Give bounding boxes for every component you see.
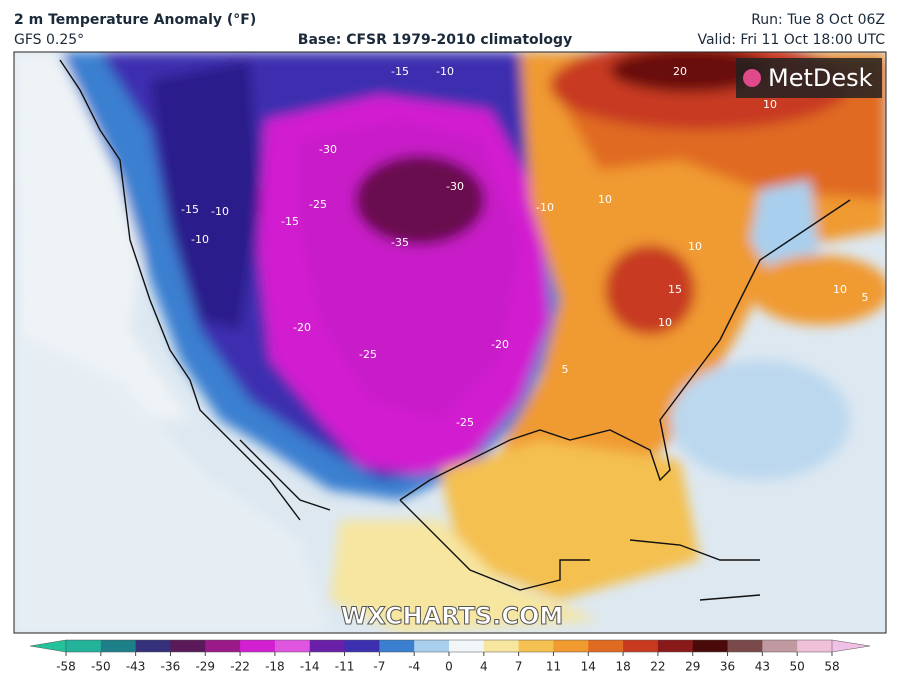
contour-label: -10 [211, 205, 229, 218]
contour-label: -25 [359, 348, 377, 361]
colorbar-segment [379, 640, 415, 652]
map: MetDesk WXCHARTS.COM -35 -30 -30 -25 -25 -20 -… [14, 52, 886, 633]
contour-label: 10 [598, 193, 612, 206]
colorbar-tick-label: 4 [480, 660, 488, 674]
contour-label: -25 [456, 416, 474, 429]
colorbar-tick-label: -18 [265, 660, 285, 674]
colorbar-segment [449, 640, 485, 652]
contour-label: -35 [391, 236, 409, 249]
contour-labels: -35-30-30-25-25-20-20-25-15-15-10-10-10-… [181, 65, 868, 429]
colorbar-tick-label: -36 [161, 660, 181, 674]
colorbar-segment [692, 640, 729, 652]
colorbar-tick-label: 36 [720, 660, 735, 674]
logo-icon [743, 69, 761, 87]
run: Run: Tue 8 Oct 06Z [751, 12, 885, 28]
colorbar-tick-label: 43 [755, 660, 770, 674]
colorbar: -58 -50 -43 -36 -29 -22 -18 -14 -11 -7 -4 0 4 7 11 14 18… [29, 639, 871, 674]
colorbar-tick-label: 18 [615, 660, 630, 674]
base: Base: CFSR 1979-2010 climatology [298, 32, 572, 48]
colorbar-segment [553, 640, 589, 652]
contour-label: -20 [293, 321, 311, 334]
colorbar-tick-label: 0 [445, 660, 453, 674]
contour-label: 10 [658, 316, 672, 329]
colorbar-segment [309, 640, 346, 652]
colorbar-tick-label: -11 [335, 660, 355, 674]
colorbar-segment [588, 640, 624, 652]
colorbar-segment [414, 640, 450, 652]
watermark: WXCHARTS.COM [341, 602, 563, 630]
contour-label: -20 [491, 338, 509, 351]
contour-label: -15 [181, 203, 199, 216]
colorbar-tick-label: -29 [195, 660, 215, 674]
coastlines [59, 59, 851, 601]
colorbar-segment [240, 640, 276, 652]
contour-label: -15 [281, 215, 299, 228]
colorbar-segment [623, 640, 659, 652]
colorbar-segment [66, 640, 102, 652]
colorbar-segment [483, 640, 520, 652]
contour-label: -15 [391, 65, 409, 78]
colorbar-segment [518, 640, 554, 652]
colorbar-tick-label: 7 [515, 660, 523, 674]
colorbar-tick-label: 14 [581, 660, 596, 674]
colorbar-tick-label: 58 [824, 660, 839, 674]
contour-label: 5 [562, 363, 569, 376]
contour-label: 20 [673, 65, 687, 78]
colorbar-tick-label: 22 [650, 660, 665, 674]
colorbar-high-end [831, 639, 871, 653]
contour-label: 5 [862, 291, 869, 304]
anomaly-field [14, 52, 886, 633]
colorbar-segment [274, 640, 311, 652]
contour-label: 10 [763, 98, 777, 111]
colorbar-low-end [29, 639, 67, 653]
colorbar-tick-label: 50 [790, 660, 805, 674]
colorbar-segment [205, 640, 241, 652]
colorbar-tick-label: -50 [91, 660, 111, 674]
colorbar-tick-label: -58 [56, 660, 76, 674]
colorbar-tick-label: 29 [685, 660, 700, 674]
colorbar-tick-label: -7 [373, 660, 385, 674]
colorbar-tick-label: 11 [546, 660, 561, 674]
contour-label: -10 [191, 233, 209, 246]
contour-label: -10 [436, 65, 454, 78]
contour-label: -30 [319, 143, 337, 156]
contour-label: -25 [309, 198, 327, 211]
colorbar-segment [344, 640, 380, 652]
valid: Valid: Fri 11 Oct 18:00 UTC [697, 32, 885, 48]
colorbar-segment [762, 640, 798, 652]
contour-label: 10 [833, 283, 847, 296]
map-frame [13, 51, 887, 634]
colorbar-tick-label: -14 [300, 660, 320, 674]
logo: MetDesk [768, 64, 873, 92]
colorbar-tick-label: -4 [408, 660, 420, 674]
colorbar-segment [100, 640, 137, 652]
colorbar-tick-label: -22 [230, 660, 250, 674]
colorbar-segment [135, 640, 171, 652]
title: 2 m Temperature Anomaly (°F) [14, 12, 256, 28]
contour-label: 10 [688, 240, 702, 253]
model: GFS 0.25° [14, 32, 84, 48]
colorbar-segment [170, 640, 206, 652]
colorbar-segment [657, 640, 694, 652]
contour-label: 15 [668, 283, 682, 296]
colorbar-segment [727, 640, 763, 652]
colorbar-segment [797, 640, 833, 652]
contour-label: -30 [446, 180, 464, 193]
contour-label: -10 [536, 201, 554, 214]
colorbar-tick-label: -43 [126, 660, 146, 674]
